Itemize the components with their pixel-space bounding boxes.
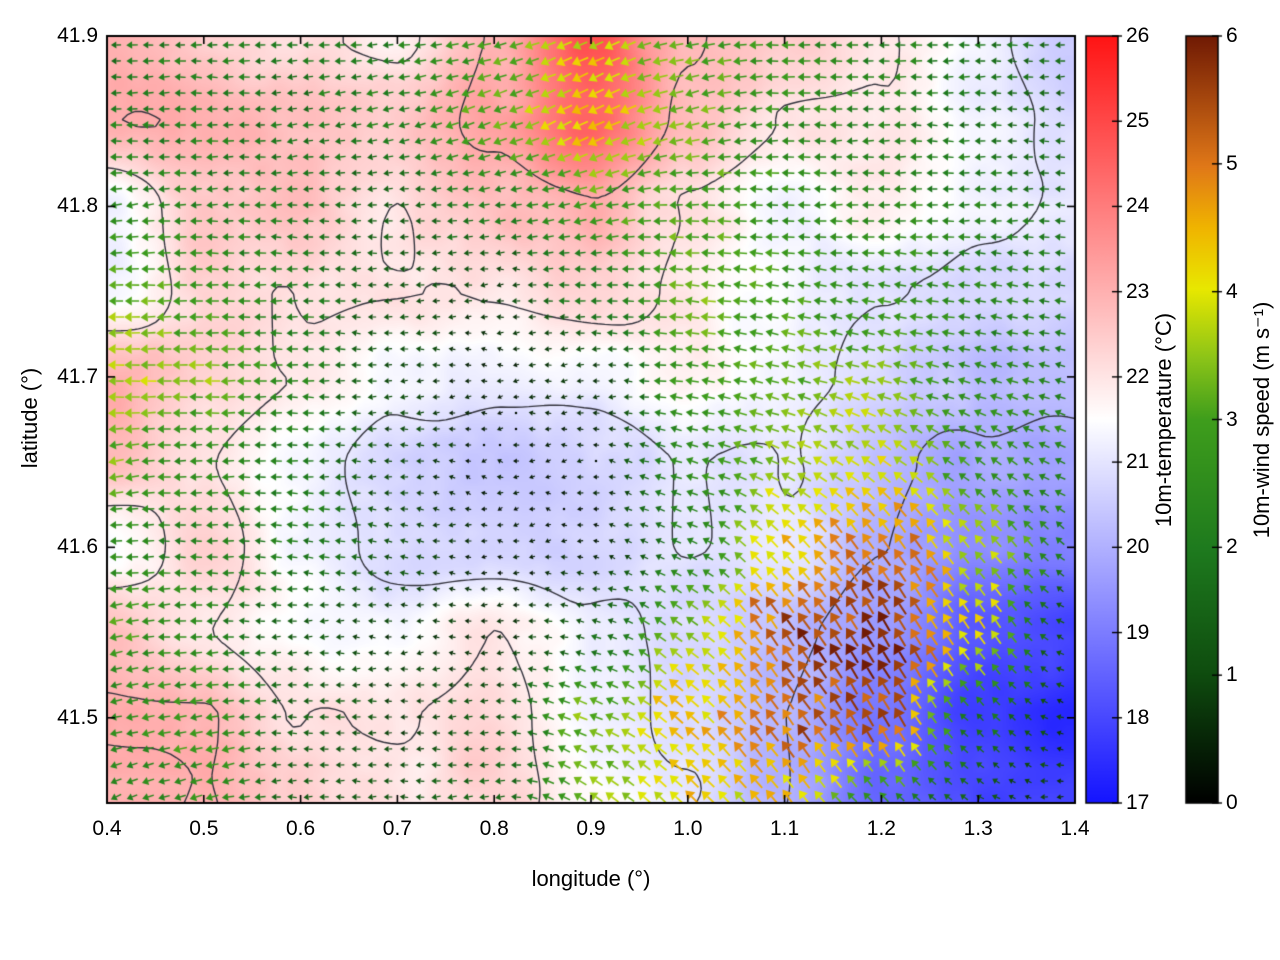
x-tick-label: 0.4 bbox=[92, 817, 122, 840]
temperature-colorbar-tick-label: 23 bbox=[1126, 279, 1150, 303]
y-tick-label: 41.7 bbox=[57, 364, 98, 388]
temperature-colorbar-tick-label: 18 bbox=[1126, 705, 1150, 729]
temperature-colorbar-tick-label: 25 bbox=[1126, 109, 1150, 133]
wind-speed-colorbar-tick-label: 6 bbox=[1226, 24, 1238, 47]
x-tick-label: 0.9 bbox=[576, 817, 606, 840]
x-tick-label: 0.5 bbox=[189, 817, 219, 840]
y-tick-label: 41.6 bbox=[57, 535, 98, 559]
wind-speed-colorbar-tick-label: 1 bbox=[1226, 663, 1238, 687]
y-tick-label: 41.8 bbox=[57, 194, 98, 218]
x-tick-label: 0.6 bbox=[285, 817, 316, 840]
wind-speed-colorbar-tick-label: 0 bbox=[1226, 791, 1238, 814]
temperature-colorbar-tick-label: 19 bbox=[1126, 620, 1150, 644]
x-tick-label: 1.4 bbox=[1060, 817, 1090, 840]
x-tick-label: 0.8 bbox=[479, 817, 509, 840]
wind-speed-colorbar-tick-label: 3 bbox=[1226, 407, 1238, 431]
x-tick-label: 1.2 bbox=[866, 817, 896, 840]
wind-speed-colorbar-tick-label: 4 bbox=[1226, 279, 1238, 303]
x-tick-label: 1.1 bbox=[769, 817, 800, 840]
x-axis-title: longitude (°) bbox=[531, 866, 651, 891]
temperature-colorbar-tick-label: 17 bbox=[1126, 791, 1150, 814]
temperature-colorbar-tick-label: 20 bbox=[1126, 535, 1150, 559]
wind-speed-colorbar-tick-label: 2 bbox=[1226, 535, 1238, 559]
wind-speed-colorbar-tick-label: 5 bbox=[1226, 151, 1238, 175]
y-axis-title: latitude (°) bbox=[17, 367, 42, 469]
y-tick-label: 41.5 bbox=[57, 705, 98, 729]
temperature-colorbar-tick-label: 21 bbox=[1126, 450, 1150, 474]
x-tick-label: 1.3 bbox=[963, 817, 993, 840]
y-tick-label: 41.9 bbox=[57, 24, 98, 47]
temperature-colorbar-tick-label: 26 bbox=[1126, 24, 1150, 47]
temperature-colorbar-title: 10m-temperature (°C) bbox=[1151, 312, 1176, 528]
x-tick-label: 0.7 bbox=[382, 817, 412, 840]
temperature-colorbar-tick-label: 24 bbox=[1126, 194, 1150, 218]
wind-speed-colorbar-title: 10m-wind speed (m s⁻¹) bbox=[1249, 301, 1274, 539]
temperature-colorbar-tick-label: 22 bbox=[1126, 364, 1150, 388]
x-tick-label: 1.0 bbox=[673, 817, 703, 840]
